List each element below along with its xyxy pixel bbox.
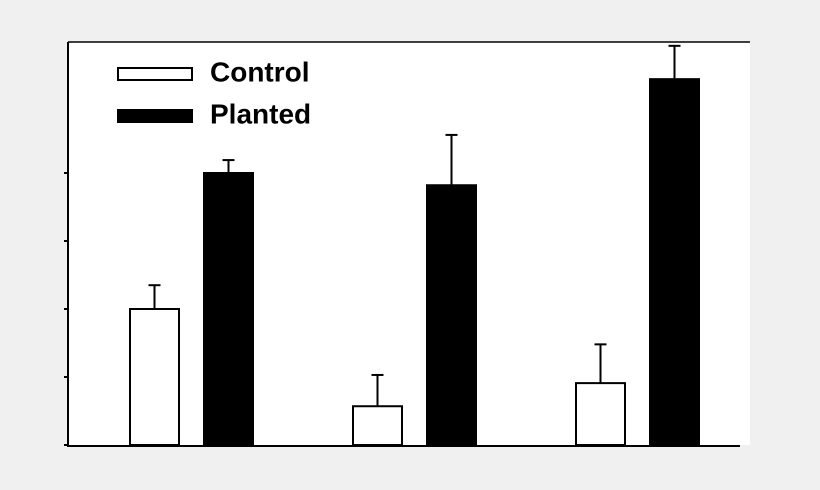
legend-swatch	[117, 67, 193, 81]
legend-swatch	[117, 109, 193, 123]
bar	[649, 78, 700, 446]
legend-label: Control	[210, 56, 310, 87]
bar	[203, 172, 254, 446]
bar	[426, 184, 477, 447]
bar	[575, 382, 626, 446]
legend-label: Planted	[210, 98, 311, 129]
bar	[352, 405, 403, 446]
bar	[129, 308, 180, 446]
